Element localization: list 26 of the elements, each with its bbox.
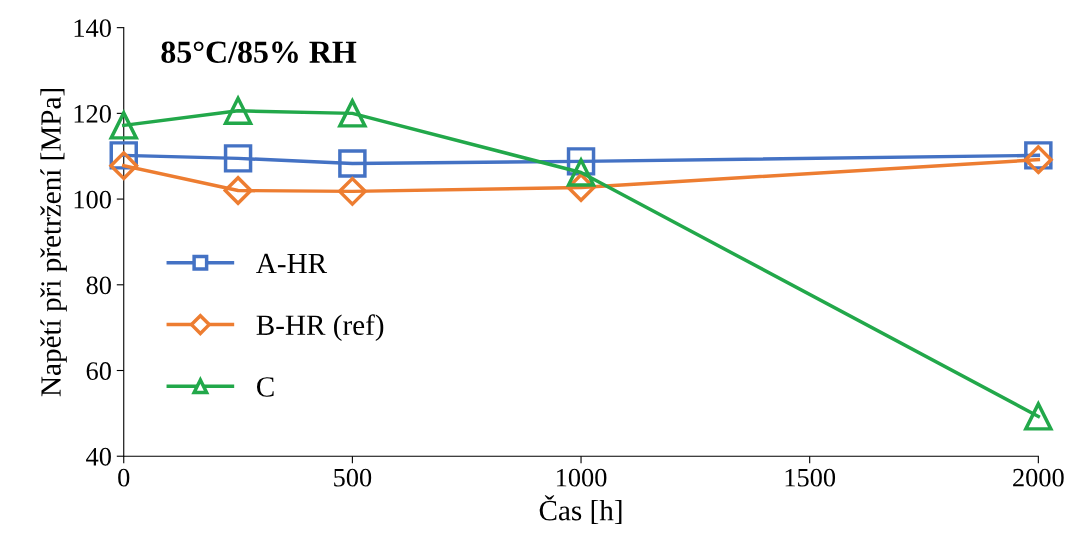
x-tick-label: 1500 <box>785 468 836 487</box>
x-tick-label: 0 <box>118 468 130 487</box>
y-tick-label: 100 <box>74 190 111 209</box>
point <box>223 176 253 206</box>
point <box>338 149 367 178</box>
x-axis-title: Čas [h] <box>539 495 622 525</box>
point <box>109 151 139 181</box>
legend-label: A-HR <box>256 253 328 274</box>
legend-label: B-HR (ref) <box>256 314 384 342</box>
y-tick-label: 40 <box>86 447 111 466</box>
x-tick-label: 500 <box>334 468 372 487</box>
y-tick-label: 140 <box>74 19 111 38</box>
y-axis-title: Napětí při přetržení [MPa] <box>40 89 67 397</box>
y-tick-label: 120 <box>74 104 111 123</box>
y-tick-label: 80 <box>86 276 111 295</box>
legend-label: C <box>256 377 274 397</box>
point <box>337 176 367 206</box>
point <box>1024 402 1053 431</box>
point <box>223 144 253 173</box>
point <box>338 99 367 128</box>
x-tick-label: 2000 <box>1013 468 1064 487</box>
chart-title: 85°C/85% RH <box>161 41 357 64</box>
y-tick-label: 60 <box>86 362 111 380</box>
point <box>566 158 596 187</box>
x-tick-label: 1000 <box>556 468 607 487</box>
point <box>109 111 138 140</box>
